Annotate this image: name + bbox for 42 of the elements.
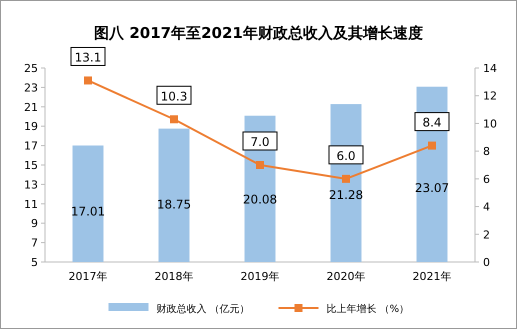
y2-tick-label: 0 <box>483 256 490 269</box>
x-tick-label: 2018年 <box>154 270 194 283</box>
data-label: 13.1 <box>74 50 102 64</box>
data-label: 6.0 <box>336 148 356 163</box>
y2-tick-label: 8 <box>483 145 490 158</box>
y-tick-label: 25 <box>24 62 38 75</box>
point <box>84 76 92 84</box>
data-label: 20.08 <box>242 192 278 206</box>
legend-label: 比上年增长 （%） <box>326 303 410 315</box>
y-tick-label: 19 <box>24 120 38 134</box>
data-label: 7.0 <box>250 135 270 149</box>
y2-tick-label: 14 <box>483 62 497 75</box>
x-tick-label: 2021年 <box>412 270 452 283</box>
y-tick-label: 13 <box>24 178 38 192</box>
data-label: 8.4 <box>422 116 442 130</box>
y-tick-label: 17 <box>24 140 38 153</box>
y2-tick-label: 6 <box>483 172 490 186</box>
data-label: 10.3 <box>160 89 188 104</box>
y2-tick-label: 10 <box>483 117 497 130</box>
x-tick-label: 2019年 <box>240 270 280 283</box>
y-tick-label: 15 <box>24 159 38 172</box>
point <box>428 142 436 150</box>
data-label: 18.75 <box>156 198 192 212</box>
x-tick-label: 2020年 <box>326 270 366 283</box>
x-tick-label: 2017年 <box>68 270 108 283</box>
y-tick-label: 23 <box>24 81 38 94</box>
y2-tick-label: 12 <box>483 90 497 103</box>
y-tick-label: 5 <box>31 256 38 269</box>
data-label: 23.07 <box>414 180 450 195</box>
data-label: 17.01 <box>70 204 106 218</box>
y-tick-label: 11 <box>24 198 38 211</box>
y2-tick-label: 2 <box>483 228 490 242</box>
y2-tick-label: 4 <box>483 200 490 214</box>
chart-title: 图八 2017年至2021年财政总收入及其增长速度 <box>94 24 423 42</box>
point <box>170 115 178 124</box>
y-tick-label: 21 <box>24 100 38 114</box>
y-tick-label: 7 <box>31 236 38 250</box>
legend-label: 财政总收入 （亿元） <box>156 303 250 315</box>
point <box>342 174 350 183</box>
data-label: 21.28 <box>328 188 364 202</box>
point <box>256 161 264 169</box>
y-tick-label: 9 <box>31 217 38 230</box>
